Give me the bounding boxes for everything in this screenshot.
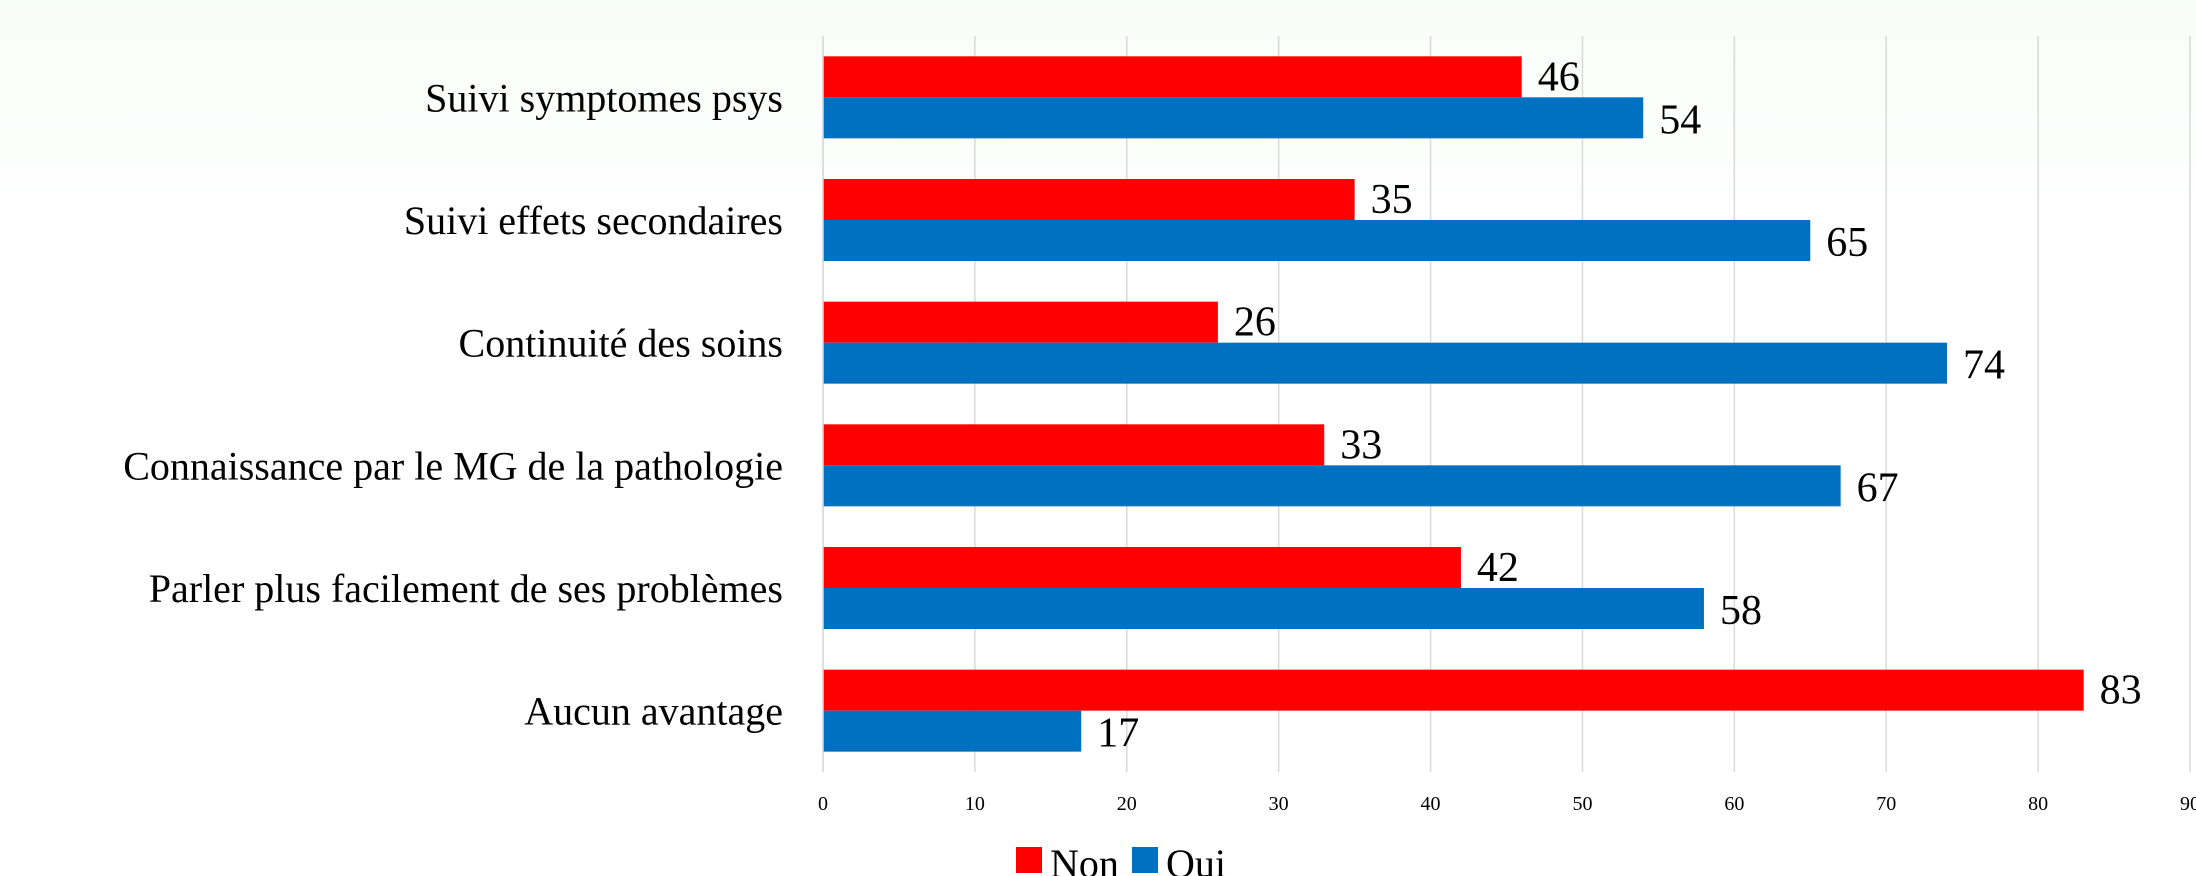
bar-non — [823, 547, 1461, 588]
x-tick-label-80: 80 — [2028, 793, 2048, 815]
data-label-oui: 65 — [1826, 220, 1868, 266]
bar-oui — [823, 97, 1644, 139]
data-label-non: 42 — [1477, 545, 1519, 591]
bar-oui — [823, 465, 1841, 507]
category-label: Parler plus facilement de ses problèmes — [149, 566, 783, 611]
category-label: Continuité des soins — [459, 321, 783, 366]
category-label: Connaissance par le MG de la pathologie — [123, 443, 783, 488]
data-label-oui: 67 — [1857, 465, 1899, 511]
data-label-non: 35 — [1371, 177, 1413, 223]
x-tick-label-20: 20 — [1117, 793, 1137, 815]
x-tick-label-30: 30 — [1269, 793, 1289, 815]
category-label: Suivi effets secondaires — [404, 198, 783, 243]
x-tick-label-70: 70 — [1876, 793, 1896, 815]
data-label-oui: 17 — [1097, 711, 1139, 757]
legend-swatch-oui — [1132, 847, 1158, 873]
bar-non — [823, 424, 1325, 466]
x-tick-label-60: 60 — [1724, 793, 1744, 815]
x-tick-label-40: 40 — [1421, 793, 1441, 815]
data-label-non: 83 — [2100, 668, 2142, 714]
labels: Suivi symptomes psys 46 54 Suivi effets sec… — [123, 54, 2141, 756]
bar-non — [823, 669, 2084, 711]
legend-label-non: Non — [1050, 841, 1119, 876]
data-label-non: 33 — [1340, 422, 1382, 468]
x-tick-label-10: 10 — [965, 793, 985, 815]
legend-swatch-non — [1016, 847, 1042, 873]
data-label-oui: 74 — [1963, 343, 2005, 389]
legend-label-oui: Oui — [1166, 841, 1226, 876]
category-label: Suivi symptomes psys — [425, 75, 783, 120]
bar-non — [823, 301, 1218, 343]
data-label-non: 26 — [1234, 300, 1276, 346]
x-axis: 0 10 20 30 40 50 60 70 80 90 — [818, 36, 2196, 815]
x-tick-label-50: 50 — [1572, 793, 1592, 815]
x-tick-label-0: 0 — [818, 793, 828, 815]
data-label-non: 46 — [1538, 54, 1580, 100]
data-label-oui: 54 — [1659, 97, 1701, 143]
legend: Non Oui — [1016, 841, 1226, 876]
gridlines — [822, 36, 2191, 772]
bar-oui — [823, 220, 1811, 261]
bar-non — [823, 179, 1355, 220]
bars — [823, 56, 2084, 752]
bar-oui — [823, 710, 1082, 752]
category-label: Aucun avantage — [524, 689, 783, 734]
bar-oui — [823, 342, 1947, 384]
x-tick-label-90: 90 — [2180, 793, 2196, 815]
bar-oui — [823, 588, 1704, 629]
bar-non — [823, 56, 1522, 98]
data-label-oui: 58 — [1720, 588, 1762, 634]
